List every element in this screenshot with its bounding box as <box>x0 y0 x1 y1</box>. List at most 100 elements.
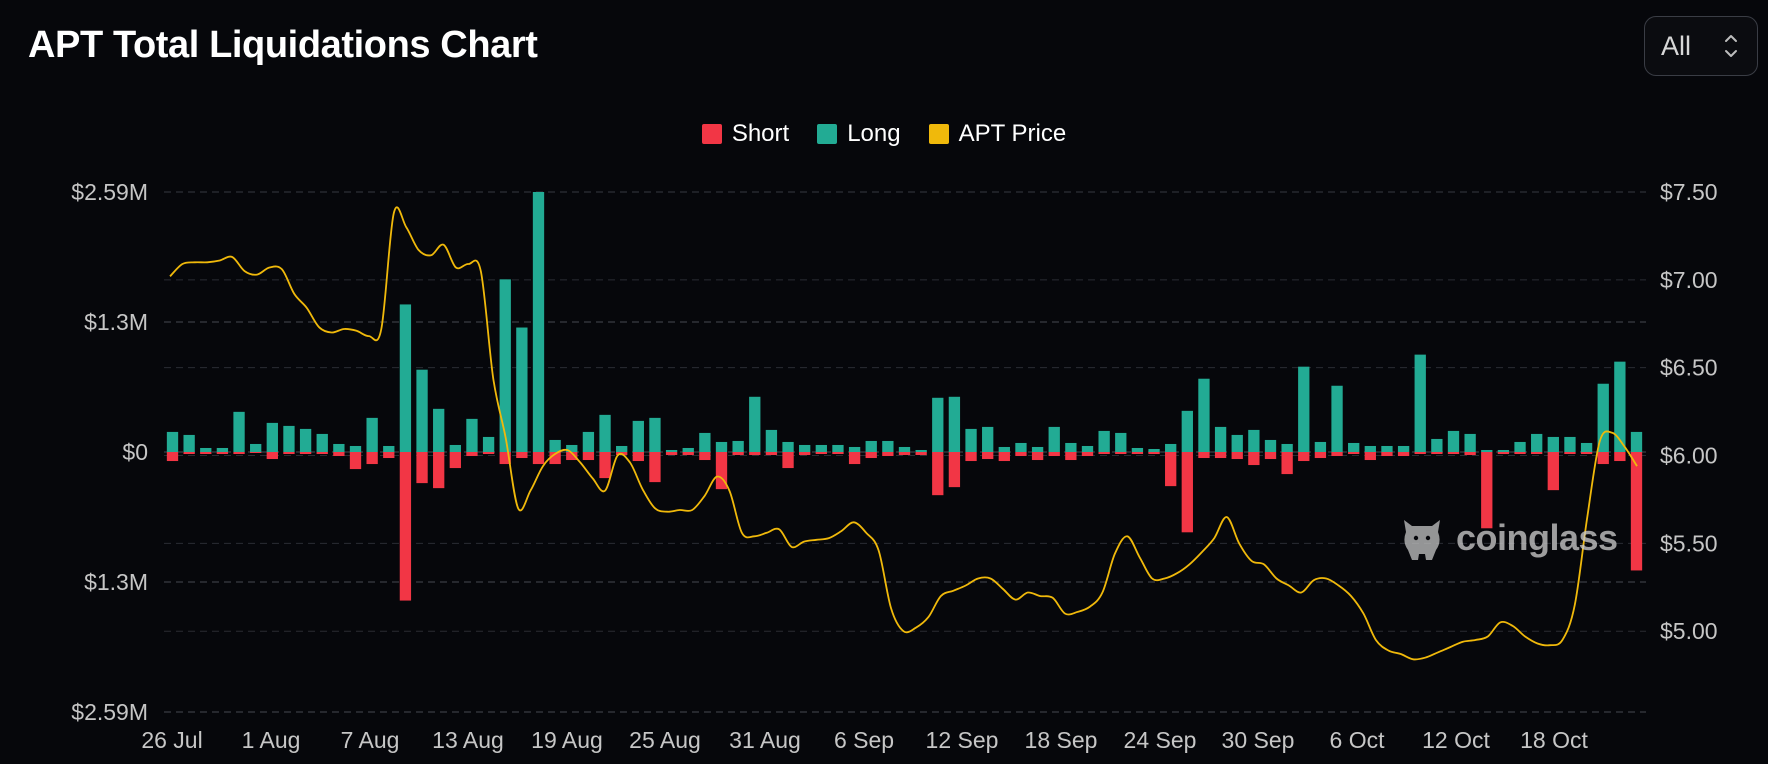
long-bar <box>1464 433 1476 452</box>
long-bar <box>1497 449 1510 452</box>
long-bar <box>233 411 245 452</box>
short-bar <box>216 452 229 455</box>
short-bar <box>482 452 495 455</box>
y-left-tick-label: $1.3M <box>84 309 148 335</box>
x-tick-label: 26 Jul <box>141 727 202 753</box>
short-bar <box>1314 452 1327 459</box>
y-left-tick-label: $1.3M <box>84 569 148 595</box>
short-bar <box>1414 452 1426 455</box>
long-bar <box>1048 426 1060 452</box>
long-bar <box>166 431 179 452</box>
page-title: APT Total Liquidations Chart <box>28 24 538 66</box>
legend-swatch-apt-price <box>928 124 949 144</box>
long-bar <box>1198 378 1210 452</box>
y-left-tick-label: $2.59M <box>71 179 148 205</box>
short-bar <box>1031 452 1044 461</box>
x-tick-label: 1 Aug <box>242 727 301 753</box>
short-bar <box>1397 452 1410 457</box>
long-bar <box>566 444 578 452</box>
short-bar <box>665 452 678 456</box>
long-bar <box>1081 445 1094 452</box>
long-bar <box>982 426 994 452</box>
long-bar <box>1481 449 1493 452</box>
long-bar <box>333 443 345 452</box>
long-bar <box>898 446 911 452</box>
short-bar <box>1614 452 1626 462</box>
long-bar <box>1264 439 1277 452</box>
short-bar <box>749 452 761 456</box>
long-bar <box>549 439 561 452</box>
short-bar <box>1048 452 1060 457</box>
long-bar <box>299 428 312 452</box>
range-select-value: All <box>1661 30 1692 61</box>
long-bar <box>882 440 894 452</box>
short-bar <box>1098 452 1110 455</box>
x-tick-label: 12 Oct <box>1422 727 1490 753</box>
legend-item-apt-price[interactable]: APT Price <box>928 120 1066 148</box>
short-bar <box>366 452 378 465</box>
short-bar <box>1464 452 1476 456</box>
long-bar <box>832 444 844 452</box>
x-tick-label: 31 Aug <box>729 727 801 753</box>
long-bar <box>616 445 628 452</box>
short-bar <box>466 452 478 457</box>
x-tick-label: 13 Aug <box>432 727 504 753</box>
y-right-tick-label: $6.50 <box>1660 355 1718 381</box>
long-bar <box>932 397 944 452</box>
y-right-tick-label: $7.00 <box>1660 267 1718 293</box>
long-bar <box>1115 432 1127 452</box>
long-bar <box>1564 436 1576 452</box>
short-bar <box>699 452 711 461</box>
short-bar <box>782 452 794 469</box>
short-bar <box>732 452 744 456</box>
short-bar <box>948 452 961 488</box>
legend-item-short[interactable]: Short <box>701 120 789 148</box>
short-bar <box>1580 452 1593 455</box>
short-bar <box>1597 452 1609 465</box>
long-bar <box>749 396 761 452</box>
x-tick-label: 12 Sep <box>926 727 999 753</box>
short-bar <box>416 452 428 484</box>
long-bar <box>848 446 861 452</box>
short-bar <box>516 452 528 459</box>
short-bar <box>532 452 545 465</box>
long-bar <box>948 396 961 452</box>
long-bar <box>532 192 545 452</box>
short-bar <box>998 452 1010 462</box>
short-bar <box>1514 452 1526 455</box>
long-bar <box>482 436 495 452</box>
short-bar <box>383 452 395 459</box>
long-bar <box>516 327 528 452</box>
long-bar <box>366 417 378 452</box>
short-bar <box>915 452 927 456</box>
long-bar <box>1348 442 1360 452</box>
apt-price-line <box>169 206 1638 661</box>
long-bar <box>1214 426 1227 452</box>
short-bar <box>449 452 461 469</box>
long-bar <box>399 304 412 452</box>
short-bar <box>283 452 295 455</box>
short-bar <box>582 452 595 461</box>
long-bar <box>998 446 1010 452</box>
short-bar <box>1331 452 1343 457</box>
short-bar <box>316 452 328 455</box>
long-bar <box>915 449 927 452</box>
short-bar <box>1181 452 1193 533</box>
legend-item-long[interactable]: Long <box>817 120 901 148</box>
long-bar <box>1065 442 1077 452</box>
short-bar <box>200 452 212 455</box>
short-bar <box>333 452 345 457</box>
long-bar <box>765 429 778 452</box>
short-bar <box>1531 452 1543 455</box>
long-bar <box>1131 447 1144 452</box>
short-bar <box>250 452 262 454</box>
short-bar <box>599 452 611 479</box>
long-bar <box>799 444 811 452</box>
short-bar <box>1381 452 1393 457</box>
short-bar <box>965 452 977 462</box>
long-bar <box>1298 366 1310 452</box>
range-select[interactable]: All <box>1644 16 1758 76</box>
short-bar <box>982 452 994 460</box>
